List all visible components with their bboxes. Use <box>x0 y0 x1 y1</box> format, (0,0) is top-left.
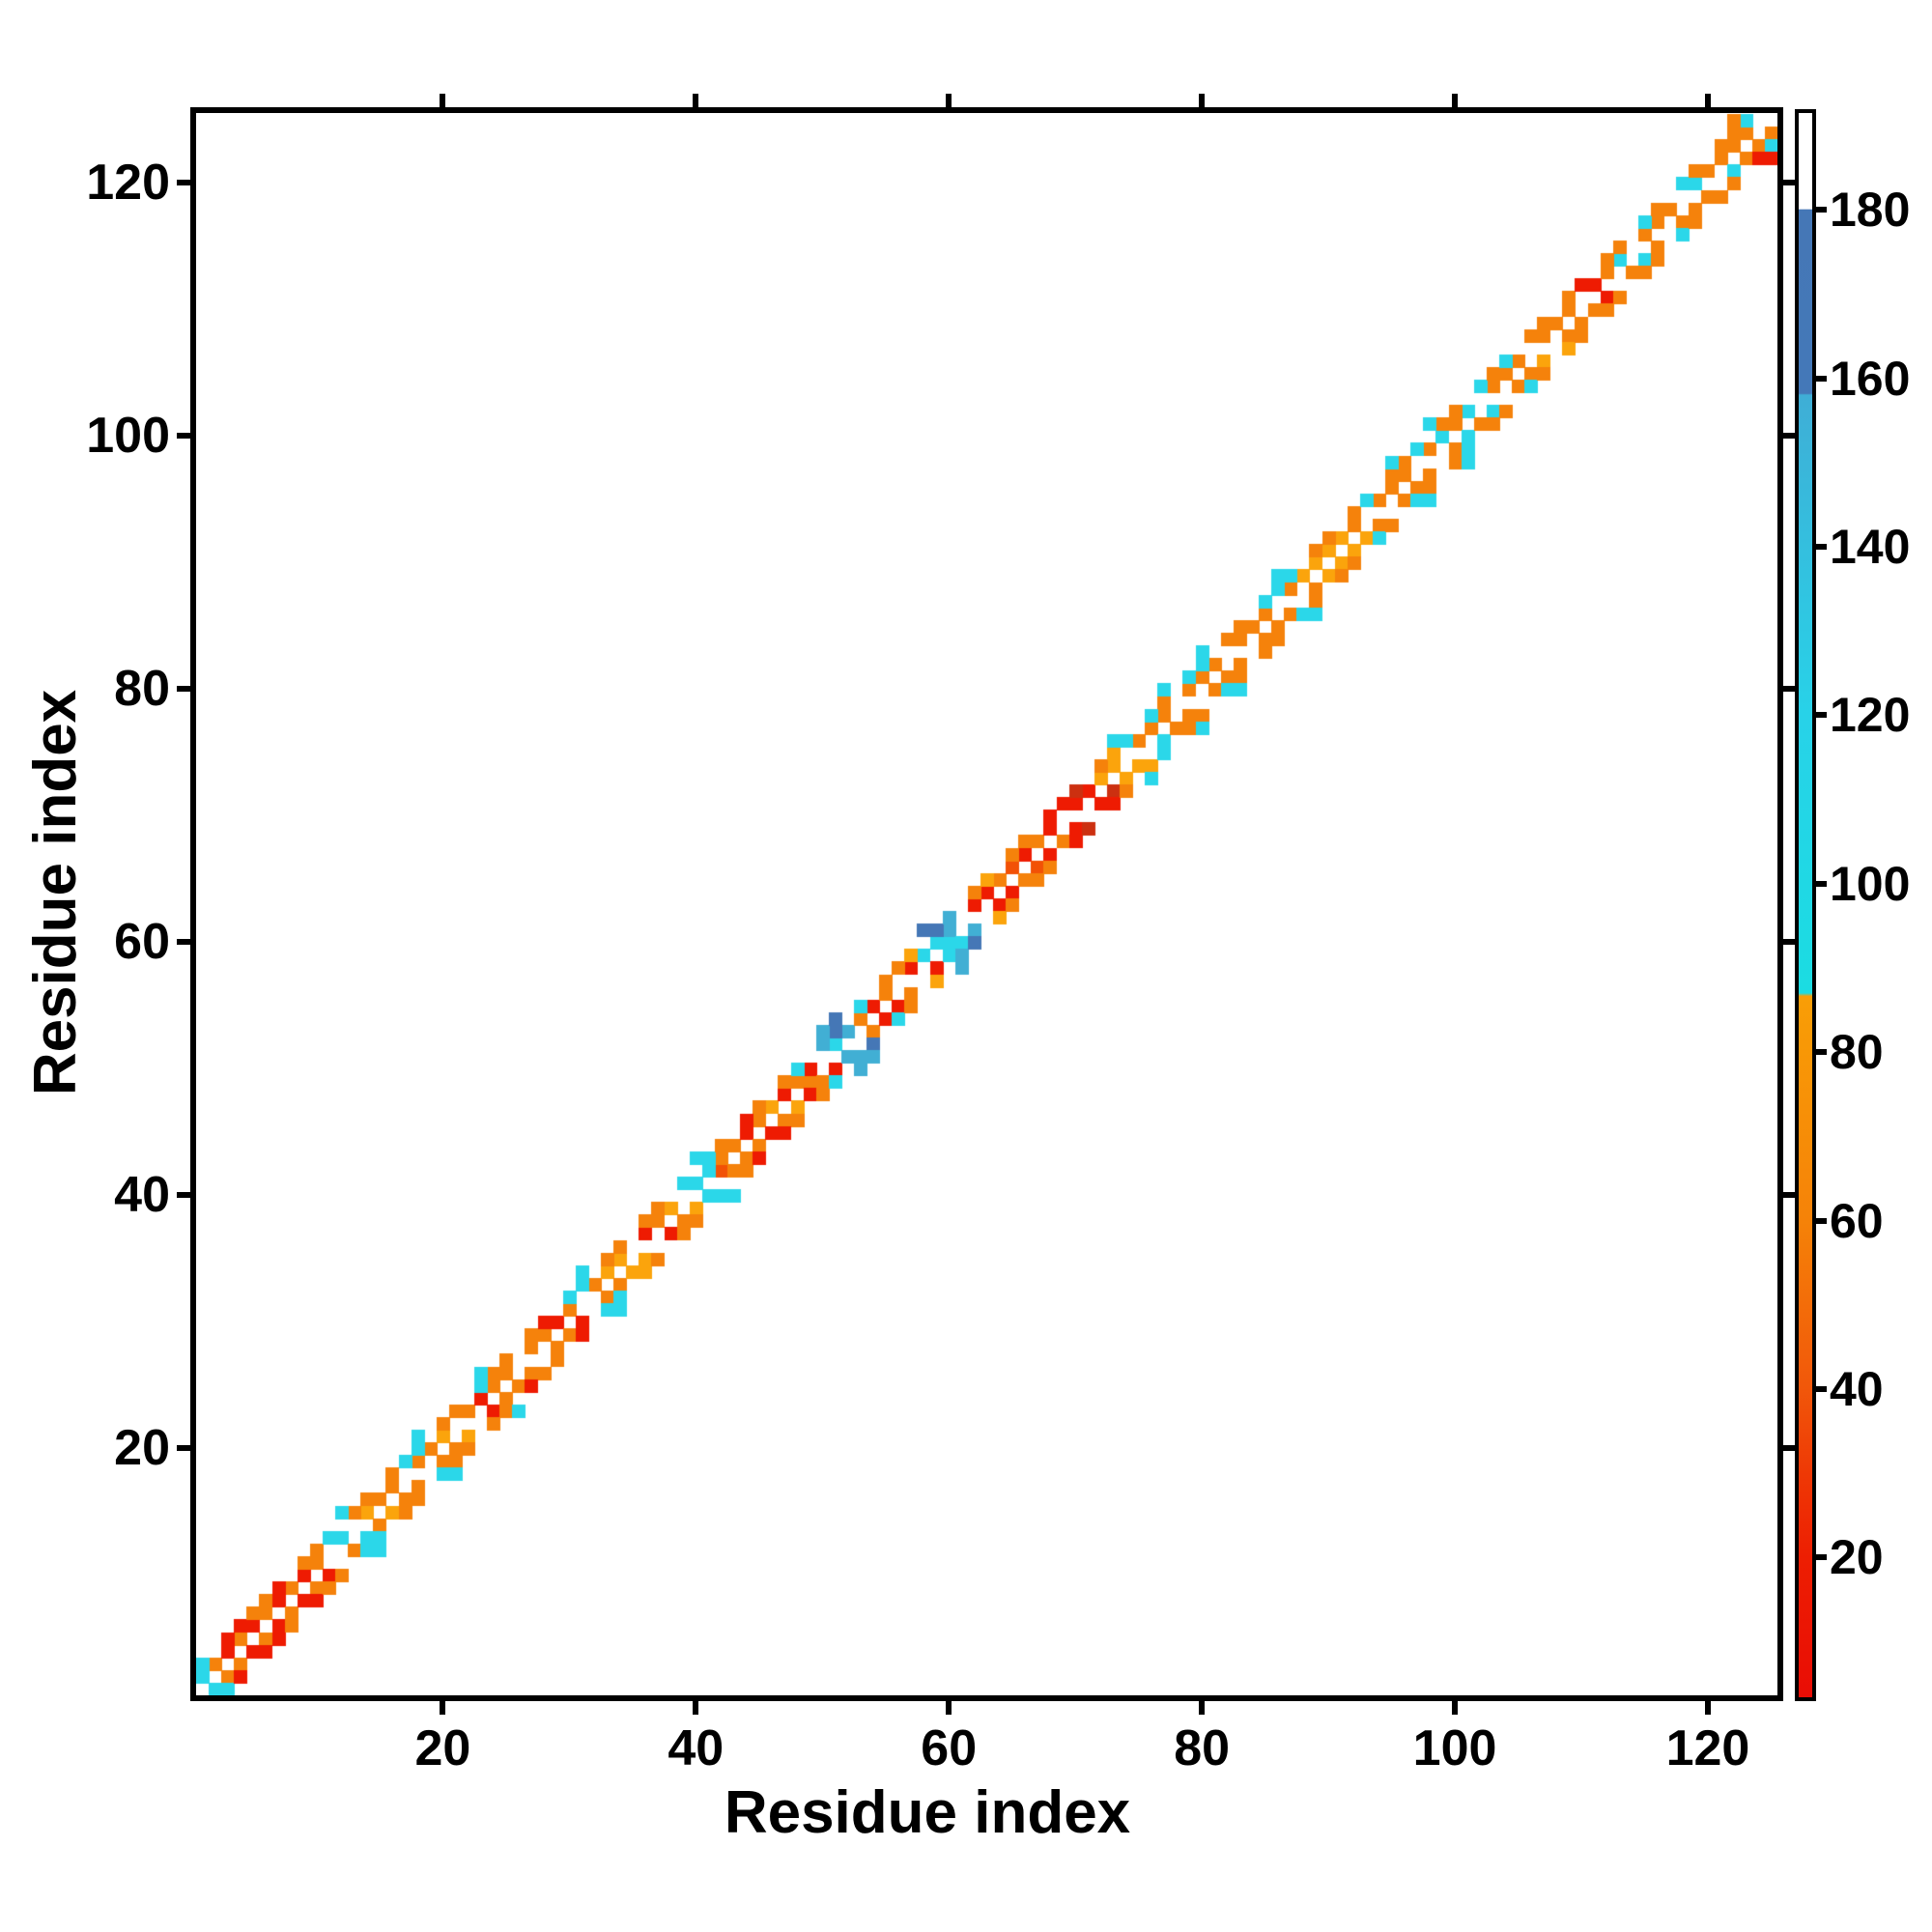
y-tick <box>177 1445 190 1452</box>
x-tick-label: 20 <box>414 1720 471 1776</box>
colorbar-tick <box>1816 1217 1827 1224</box>
x-tick <box>946 1701 952 1715</box>
y-tick-label: 20 <box>114 1420 170 1477</box>
x-tick-top <box>693 94 699 107</box>
y-tick-right <box>1783 433 1797 440</box>
y-tick-right <box>1783 1192 1797 1199</box>
x-tick-top <box>1199 94 1206 107</box>
y-tick-right <box>1783 686 1797 693</box>
colorbar <box>1795 109 1816 1701</box>
colorbar-tick-label: 100 <box>1830 856 1911 911</box>
y-tick-right <box>1783 939 1797 946</box>
x-tick <box>1199 1701 1206 1715</box>
colorbar-tick-label: 20 <box>1830 1530 1884 1585</box>
colorbar-tick <box>1816 544 1827 551</box>
colorbar-tick <box>1816 880 1827 887</box>
colorbar-tick-label: 40 <box>1830 1361 1884 1416</box>
y-tick-label: 120 <box>86 155 170 212</box>
colorbar-tick-label: 120 <box>1830 688 1911 743</box>
y-tick <box>177 686 190 693</box>
colorbar-tick <box>1816 1049 1827 1056</box>
colorbar-tick-label: 140 <box>1830 520 1911 575</box>
colorbar-gradient <box>1799 113 1812 1697</box>
x-tick-label: 100 <box>1412 1720 1497 1776</box>
colorbar-tick-label: 180 <box>1830 183 1911 238</box>
x-tick-top <box>946 94 952 107</box>
x-tick-top <box>440 94 446 107</box>
x-tick <box>1452 1701 1459 1715</box>
y-tick-right <box>1783 180 1797 186</box>
x-tick-label: 80 <box>1174 1720 1231 1776</box>
colorbar-tick <box>1816 712 1827 719</box>
y-tick-label: 40 <box>114 1167 170 1224</box>
colorbar-tick <box>1816 1385 1827 1392</box>
x-tick <box>1704 1701 1711 1715</box>
y-tick-right <box>1783 1445 1797 1452</box>
colorbar-tick <box>1816 375 1827 382</box>
colorbar-tick-label: 60 <box>1830 1193 1884 1248</box>
y-tick <box>177 433 190 440</box>
y-tick-label: 100 <box>86 408 170 465</box>
x-tick-label: 60 <box>921 1720 978 1776</box>
x-tick <box>440 1701 446 1715</box>
colorbar-tick <box>1816 207 1827 213</box>
x-tick-top <box>1452 94 1459 107</box>
y-tick <box>177 180 190 186</box>
y-tick-label: 80 <box>114 661 170 718</box>
y-axis-title: Residue index <box>22 689 89 1096</box>
colorbar-tick-label: 160 <box>1830 351 1911 406</box>
heatmap-canvas <box>196 113 1777 1695</box>
x-tick <box>693 1701 699 1715</box>
x-tick-label: 120 <box>1665 1720 1750 1776</box>
y-tick <box>177 1192 190 1199</box>
x-tick-top <box>1704 94 1711 107</box>
y-tick-label: 60 <box>114 914 170 971</box>
plot-frame <box>190 107 1783 1701</box>
colorbar-tick-label: 80 <box>1830 1025 1884 1080</box>
x-tick-label: 40 <box>668 1720 724 1776</box>
x-axis-title: Residue index <box>724 1779 1131 1846</box>
y-tick <box>177 939 190 946</box>
colorbar-tick <box>1816 1554 1827 1561</box>
